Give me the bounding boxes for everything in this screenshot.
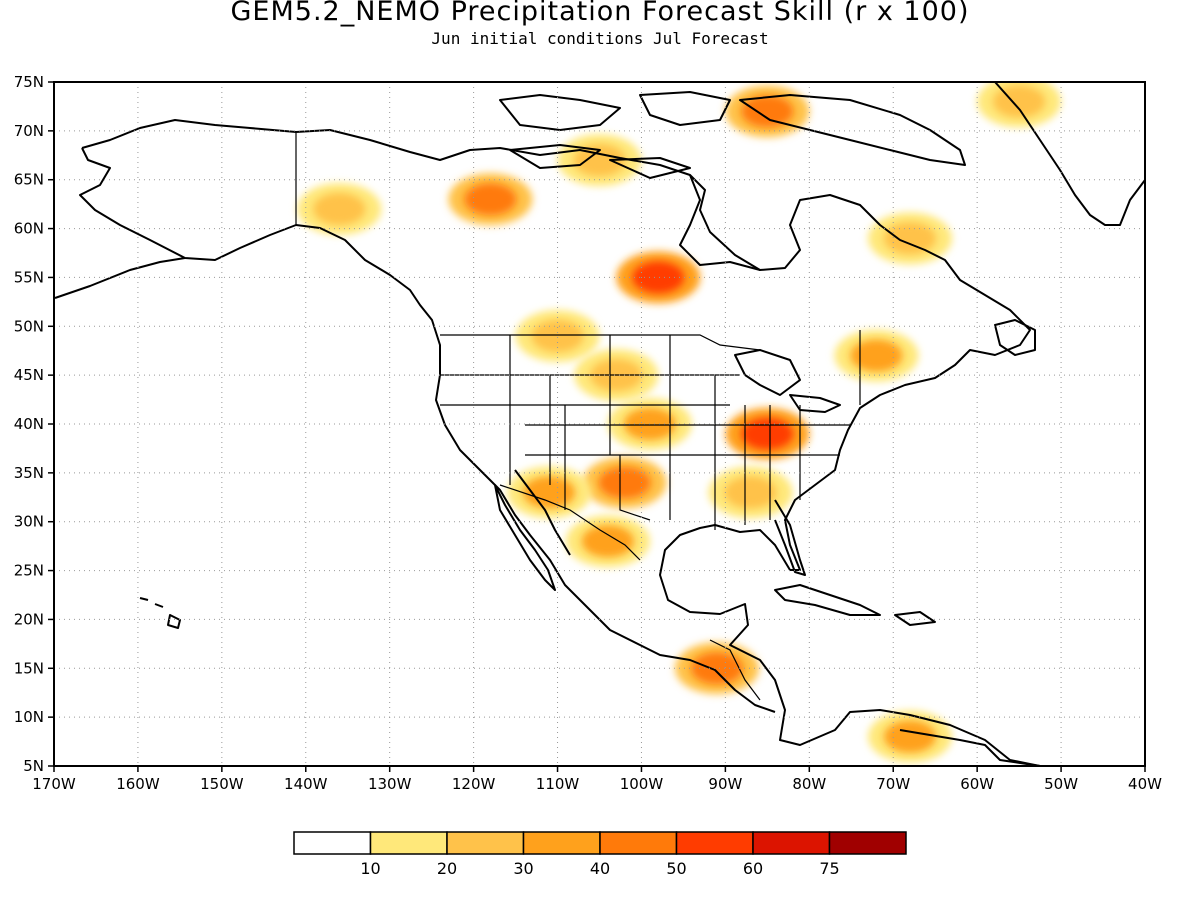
lat-tick-label: 70N <box>14 122 44 140</box>
lat-tick-label: 50N <box>14 317 44 335</box>
longitude-axis: 170W 160W 150W 140W 130W 120W 110W 100W 90W 80W 70… <box>32 766 1162 793</box>
skill-region <box>313 193 366 226</box>
skill-region <box>464 183 517 216</box>
lat-tick-label: 55N <box>14 268 44 286</box>
colorbar-swatch <box>522 831 601 855</box>
colorbar-swatch <box>293 831 372 855</box>
colorbar-swatch <box>446 831 525 855</box>
lon-tick-label: 60W <box>960 775 994 793</box>
skill-region <box>741 417 794 450</box>
skill-region <box>884 720 937 753</box>
colorbar: 10 20 30 40 50 60 75 <box>293 831 907 878</box>
colorbar-label: 60 <box>743 859 763 878</box>
colorbar-swatch <box>828 831 907 855</box>
colorbar-swatch <box>599 831 678 855</box>
colorbar-label: 40 <box>590 859 610 878</box>
skill-region <box>531 320 584 353</box>
colorbar-label: 20 <box>437 859 457 878</box>
lat-tick-label: 75N <box>14 73 44 91</box>
lon-tick-label: 40W <box>1128 775 1162 793</box>
skill-region <box>724 476 777 509</box>
skill-region <box>850 339 903 372</box>
map-title: GEM5.2_NEMO Precipitation Forecast Skill… <box>230 0 970 27</box>
colorbar-label: 30 <box>513 859 533 878</box>
skill-shading <box>297 82 1062 763</box>
lon-tick-label: 140W <box>284 775 328 793</box>
lon-tick-label: 90W <box>708 775 742 793</box>
lat-tick-label: 15N <box>14 659 44 677</box>
colorbar-label: 50 <box>666 859 686 878</box>
lat-tick-label: 10N <box>14 708 44 726</box>
skill-region <box>741 95 794 128</box>
colorbar-label: 75 <box>819 859 839 878</box>
lon-tick-label: 100W <box>620 775 664 793</box>
lon-tick-label: 150W <box>200 775 244 793</box>
latitude-axis: 5N 10N 15N 20N 25N 30N 35N 40N 45N 50N 55N 60N 65N 70… <box>14 73 54 775</box>
lon-tick-label: 120W <box>452 775 496 793</box>
lat-tick-label: 35N <box>14 464 44 482</box>
lat-tick-label: 40N <box>14 415 44 433</box>
skill-region <box>581 525 634 558</box>
skill-region <box>598 466 651 499</box>
map-subtitle: Jun initial conditions Jul Forecast <box>431 29 769 48</box>
lon-tick-label: 70W <box>876 775 910 793</box>
skill-region <box>690 652 743 685</box>
colorbar-swatch <box>675 831 754 855</box>
colorbar-swatch <box>752 831 831 855</box>
lat-tick-label: 20N <box>14 610 44 628</box>
colorbar-label: 10 <box>360 859 380 878</box>
graticule <box>54 82 1145 766</box>
lat-tick-label: 25N <box>14 562 44 580</box>
lat-tick-label: 60N <box>14 220 44 238</box>
skill-region <box>993 85 1046 118</box>
lon-tick-label: 170W <box>32 775 76 793</box>
political-borders <box>295 132 861 701</box>
skill-region <box>523 476 576 509</box>
lat-tick-label: 5N <box>23 757 44 775</box>
coastlines <box>54 82 1145 766</box>
lat-tick-label: 30N <box>14 513 44 531</box>
lon-tick-label: 130W <box>368 775 412 793</box>
lon-tick-label: 50W <box>1044 775 1078 793</box>
lon-tick-label: 160W <box>116 775 160 793</box>
lon-tick-label: 110W <box>536 775 580 793</box>
lon-tick-label: 80W <box>792 775 826 793</box>
skill-region <box>632 261 685 294</box>
colorbar-swatch <box>369 831 448 855</box>
lat-tick-label: 45N <box>14 366 44 384</box>
lat-tick-label: 65N <box>14 171 44 189</box>
skill-region <box>884 222 937 255</box>
